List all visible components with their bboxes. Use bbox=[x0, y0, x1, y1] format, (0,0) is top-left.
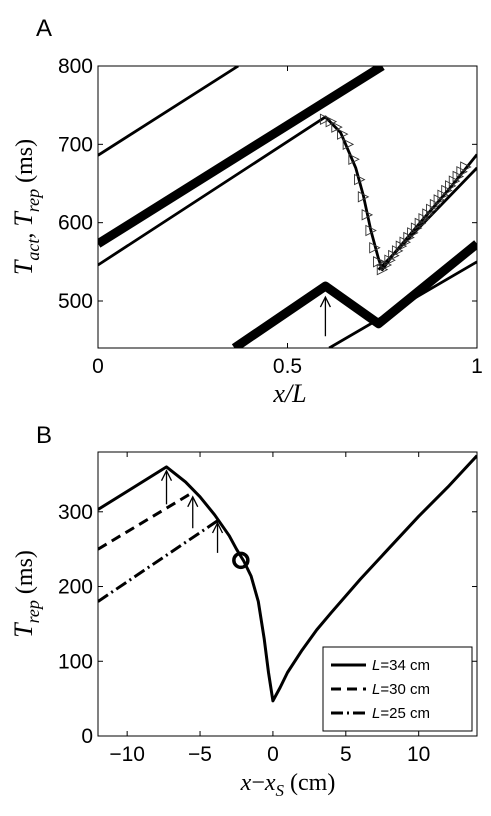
triangle-marker bbox=[325, 115, 338, 128]
annotation-group-a bbox=[319, 295, 331, 337]
b-y-tick-label: 100 bbox=[58, 650, 93, 673]
series-line-b-dashed bbox=[98, 491, 194, 551]
legend-label: L=25 cm bbox=[372, 705, 430, 722]
a-y-tick-label: 500 bbox=[58, 290, 93, 313]
arrow-annotation-a-head bbox=[319, 295, 331, 308]
x-axis-label-a: x/L bbox=[272, 379, 306, 408]
b-x-tick-label: 0 bbox=[267, 743, 279, 766]
y-ticks-b: 0 100 200 300 bbox=[58, 501, 477, 748]
triangle-marker bbox=[380, 259, 393, 271]
triangle-marker bbox=[429, 198, 442, 211]
series-line-a-thin bbox=[98, 66, 239, 157]
b-y-tick-label: 300 bbox=[58, 501, 93, 524]
triangle-marker bbox=[441, 184, 453, 197]
arrow-annotation-b-head bbox=[211, 521, 224, 534]
arrow-annotation-b-head bbox=[187, 495, 199, 508]
a-y-tick-label: 800 bbox=[58, 55, 93, 78]
b-x-tick-label: 5 bbox=[340, 743, 352, 766]
legend-b: L=34 cm L=30 cm L=25 cm bbox=[322, 646, 473, 732]
series-line-a-thick bbox=[231, 240, 477, 348]
triangle-marker bbox=[452, 170, 465, 183]
series-line-b-dashdot bbox=[98, 519, 219, 603]
plot-area-b bbox=[98, 454, 477, 703]
series-line-b-solid bbox=[98, 454, 477, 703]
triangle-marker bbox=[395, 240, 408, 252]
plot-frame-b bbox=[97, 451, 478, 737]
marker-group-a bbox=[319, 113, 472, 276]
annotation-group-b bbox=[160, 469, 224, 553]
triangle-marker bbox=[319, 113, 332, 125]
triangle-marker bbox=[391, 245, 404, 257]
x-axis-label-b: x−xS (cm) bbox=[240, 770, 336, 800]
triangle-marker bbox=[460, 161, 472, 173]
b-x-tick-label: −5 bbox=[188, 743, 212, 766]
triangle-marker bbox=[373, 256, 385, 268]
a-x-tick-label: 0.5 bbox=[273, 355, 302, 378]
legend-label: L=34 cm bbox=[372, 657, 430, 674]
triangle-marker bbox=[399, 236, 411, 248]
triangle-marker bbox=[422, 208, 434, 220]
x-ticks-a: 0 0.5 1 bbox=[92, 66, 483, 378]
triangle-marker bbox=[357, 191, 370, 203]
triangle-marker bbox=[331, 121, 343, 133]
triangle-marker bbox=[445, 180, 457, 192]
triangle-marker bbox=[348, 153, 360, 165]
x-ticks-b: −10 −5 0 5 10 bbox=[109, 452, 430, 766]
triangle-marker bbox=[354, 173, 366, 186]
series-line-a-thin bbox=[328, 260, 477, 348]
triangle-marker bbox=[361, 209, 374, 221]
triangle-marker bbox=[437, 189, 449, 201]
b-y-tick-label: 0 bbox=[81, 725, 93, 748]
a-x-tick-label: 0 bbox=[92, 355, 104, 378]
triangle-marker bbox=[426, 203, 438, 216]
series-line-a-thin bbox=[98, 115, 477, 272]
triangle-marker bbox=[448, 175, 461, 187]
triangle-marker bbox=[369, 242, 381, 254]
b-x-tick-label: −10 bbox=[109, 743, 145, 766]
triangle-marker bbox=[418, 213, 430, 225]
a-x-tick-label: 1 bbox=[471, 355, 483, 378]
triangle-marker bbox=[433, 194, 446, 206]
triangle-marker bbox=[384, 254, 396, 266]
series-line-a-thin bbox=[377, 166, 477, 271]
panel-b: B −10 −5 0 5 10 0 100 200 300 L=34 cm L=30 cm L=2… bbox=[9, 422, 478, 800]
arrow-annotation-b-head bbox=[160, 469, 173, 481]
triangle-marker bbox=[456, 166, 468, 178]
triangle-marker bbox=[365, 224, 377, 237]
triangle-marker bbox=[342, 138, 355, 151]
y-ticks-a: 500 600 700 800 bbox=[58, 55, 477, 313]
legend-label: L=30 cm bbox=[372, 681, 430, 698]
b-y-tick-label: 200 bbox=[58, 576, 93, 599]
triangle-marker bbox=[376, 263, 389, 276]
panel-label-a: A bbox=[36, 15, 52, 42]
plot-area-a bbox=[98, 66, 477, 348]
triangle-marker bbox=[388, 249, 400, 262]
a-y-tick-label: 700 bbox=[58, 133, 93, 156]
a-y-tick-label: 600 bbox=[58, 212, 93, 235]
triangle-marker bbox=[337, 128, 349, 140]
triangle-marker bbox=[414, 217, 427, 230]
triangle-marker bbox=[410, 222, 423, 234]
circle-marker bbox=[232, 551, 250, 570]
triangle-marker bbox=[403, 231, 415, 244]
panel-label-b: B bbox=[36, 422, 52, 449]
y-axis-label-a: Tact, Trep (ms) bbox=[9, 139, 43, 275]
series-line-a-thick bbox=[98, 66, 385, 248]
triangle-marker bbox=[407, 227, 419, 239]
b-x-tick-label: 10 bbox=[407, 743, 430, 766]
y-axis-label-b: Trep (ms) bbox=[9, 550, 43, 638]
